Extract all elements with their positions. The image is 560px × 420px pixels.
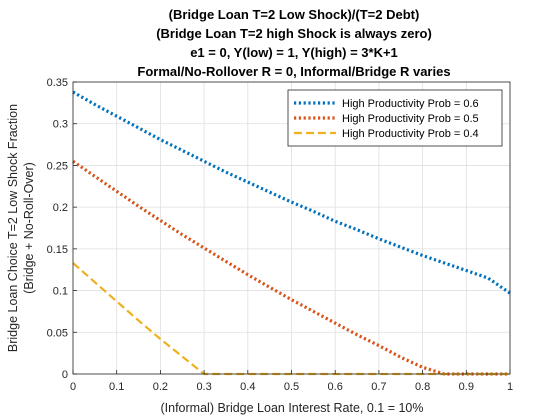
title-line-2: (Bridge Loan T=2 high Shock is always ze… [156, 26, 432, 41]
legend-label-prob-0-6: High Productivity Prob = 0.6 [342, 98, 479, 110]
y-tick-label: 0.2 [53, 202, 68, 214]
x-tick-label: 0.2 [153, 381, 168, 393]
x-tick-label: 0.3 [196, 381, 211, 393]
y-tick-label: 0.25 [47, 160, 68, 172]
title-line-3: e1 = 0, Y(low) = 1, Y(high) = 3*K+1 [190, 45, 398, 60]
title-line-1: (Bridge Loan T=2 Low Shock)/(T=2 Debt) [169, 7, 420, 22]
x-tick-label: 0.9 [459, 381, 474, 393]
y-tick-label: 0.05 [47, 327, 68, 339]
y-axis-label-line-1: Bridge Loan Choice T=2 Low Shock Fractio… [6, 104, 20, 352]
x-tick-label: 1 [507, 381, 513, 393]
x-tick-label: 0.8 [415, 381, 430, 393]
chart-title: (Bridge Loan T=2 Low Shock)/(T=2 Debt) (… [137, 7, 450, 79]
y-tick-label: 0.1 [53, 286, 68, 298]
series-line-0-5 [72, 159, 510, 376]
x-tick-label: 0.5 [284, 381, 299, 393]
y-tick-label: 0.3 [53, 119, 68, 131]
y-tick-label: 0 [62, 369, 68, 381]
x-tick-label: 0.1 [109, 381, 124, 393]
x-tick-label: 0.4 [240, 381, 255, 393]
x-tick-label: 0 [70, 381, 76, 393]
title-line-4: Formal/No-Rollover R = 0, Informal/Bridg… [137, 64, 450, 79]
legend-label-prob-0-5: High Productivity Prob = 0.5 [342, 113, 479, 125]
legend-label-prob-0-4: High Productivity Prob = 0.4 [342, 128, 479, 140]
y-tick-label: 0.35 [47, 77, 68, 89]
axis-ticks: 0 0.1 0.2 0.3 0.4 0.5 0.6 0.7 0.8 0.9 1 0 0.05 0.1 0.1… [47, 77, 513, 393]
legend: High Productivity Prob = 0.6 High Produc… [287, 89, 503, 147]
y-tick-label: 0.15 [47, 244, 68, 256]
y-axis-label-line-2: (Bridge + No-Roll-Over) [22, 162, 36, 294]
x-tick-label: 0.6 [328, 381, 343, 393]
x-tick-label: 0.7 [371, 381, 386, 393]
series-line-0-6 [72, 90, 511, 295]
x-axis-label: (Informal) Bridge Loan Interest Rate, 0.… [161, 401, 424, 415]
